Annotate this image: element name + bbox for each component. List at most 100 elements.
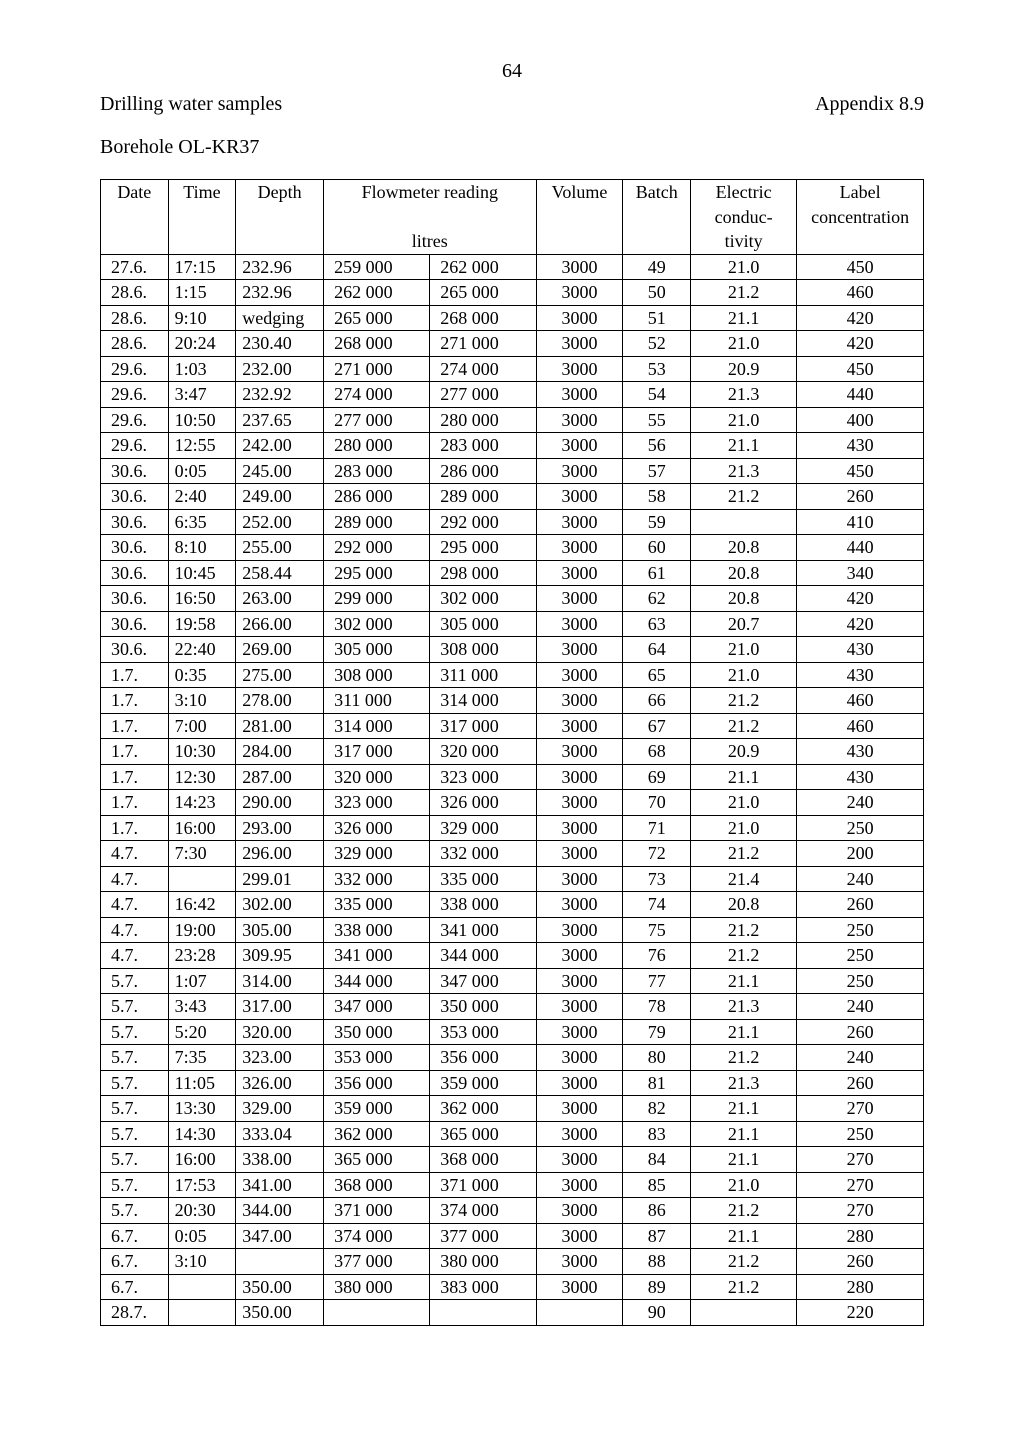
table-cell: 29.6. — [101, 433, 169, 459]
table-cell: 249.00 — [236, 484, 324, 510]
table-cell: 16:50 — [168, 586, 236, 612]
table-row: 1.7.3:10278.00311 000314 00030006621.246… — [101, 688, 924, 714]
table-cell: 309.95 — [236, 943, 324, 969]
table-cell: 280 000 — [324, 433, 430, 459]
table-cell: 53 — [623, 356, 691, 382]
table-cell: 65 — [623, 662, 691, 688]
table-row: 4.7.7:30296.00329 000332 00030007221.220… — [101, 841, 924, 867]
table-cell: 3000 — [536, 1249, 623, 1275]
table-cell: 460 — [797, 280, 924, 306]
table-cell: 450 — [797, 458, 924, 484]
table-cell: 3000 — [536, 433, 623, 459]
table-cell: 77 — [623, 968, 691, 994]
table-cell: 299 000 — [324, 586, 430, 612]
table-cell: 3000 — [536, 254, 623, 280]
table-cell: 430 — [797, 637, 924, 663]
table-cell: 73 — [623, 866, 691, 892]
table-cell: 1.7. — [101, 739, 169, 765]
table-row: 27.6.17:15232.96259 000262 00030004921.0… — [101, 254, 924, 280]
table-cell: 362 000 — [430, 1096, 536, 1122]
table-cell: 344 000 — [430, 943, 536, 969]
table-cell: 1.7. — [101, 790, 169, 816]
table-cell: 277 000 — [430, 382, 536, 408]
table-cell: 21.1 — [691, 433, 797, 459]
table-body: 27.6.17:15232.96259 000262 00030004921.0… — [101, 254, 924, 1325]
table-cell: 377 000 — [430, 1223, 536, 1249]
table-cell: 3:10 — [168, 1249, 236, 1275]
table-cell: 271 000 — [430, 331, 536, 357]
table-cell: 1.7. — [101, 764, 169, 790]
table-cell: 368 000 — [324, 1172, 430, 1198]
table-cell: 60 — [623, 535, 691, 561]
col-batch-header: Batch — [623, 180, 691, 255]
table-cell: 21.3 — [691, 994, 797, 1020]
table-cell: 1.7. — [101, 713, 169, 739]
table-cell: 350.00 — [236, 1300, 324, 1326]
table-cell: 232.96 — [236, 254, 324, 280]
table-cell: 16:00 — [168, 1147, 236, 1173]
table-row: 30.6.8:10255.00292 000295 00030006020.84… — [101, 535, 924, 561]
table-cell: 430 — [797, 739, 924, 765]
table-cell: 344.00 — [236, 1198, 324, 1224]
table-cell: 69 — [623, 764, 691, 790]
table-row: 6.7.3:10377 000380 00030008821.2260 — [101, 1249, 924, 1275]
table-cell: 362 000 — [324, 1121, 430, 1147]
table-cell: 30.6. — [101, 484, 169, 510]
table-cell: 3000 — [536, 866, 623, 892]
table-cell: 87 — [623, 1223, 691, 1249]
table-row: 30.6.16:50263.00299 000302 00030006220.8… — [101, 586, 924, 612]
table-cell: 3000 — [536, 407, 623, 433]
table-cell: 20.8 — [691, 586, 797, 612]
table-cell: 200 — [797, 841, 924, 867]
table-cell: 329 000 — [430, 815, 536, 841]
table-cell: 22:40 — [168, 637, 236, 663]
table-cell: 14:23 — [168, 790, 236, 816]
table-cell: 268 000 — [324, 331, 430, 357]
table-cell: 30.6. — [101, 586, 169, 612]
col-time-header: Time — [168, 180, 236, 255]
table-cell: 410 — [797, 509, 924, 535]
col-date-header: Date — [101, 180, 169, 255]
table-cell: 359 000 — [430, 1070, 536, 1096]
table-row: 5.7.3:43317.00347 000350 00030007821.324… — [101, 994, 924, 1020]
table-cell: 283 000 — [430, 433, 536, 459]
table-cell: 20:24 — [168, 331, 236, 357]
table-cell: 3000 — [536, 688, 623, 714]
table-cell: 347 000 — [430, 968, 536, 994]
table-cell: 232.00 — [236, 356, 324, 382]
table-cell — [168, 866, 236, 892]
table-cell: 21.1 — [691, 1121, 797, 1147]
table-cell: 21.1 — [691, 1147, 797, 1173]
header-row-1: Date Time Depth Flowmeter reading Volume… — [101, 180, 924, 205]
table-cell: 274 000 — [324, 382, 430, 408]
table-cell: 3000 — [536, 815, 623, 841]
table-cell: 63 — [623, 611, 691, 637]
table-cell: 58 — [623, 484, 691, 510]
table-cell: 3000 — [536, 586, 623, 612]
table-cell: 21.2 — [691, 943, 797, 969]
table-cell: 275.00 — [236, 662, 324, 688]
col-depth-header: Depth — [236, 180, 324, 255]
table-cell: 28.6. — [101, 280, 169, 306]
table-cell: 259 000 — [324, 254, 430, 280]
table-cell: 377 000 — [324, 1249, 430, 1275]
table-cell: 80 — [623, 1045, 691, 1071]
table-cell: 277 000 — [324, 407, 430, 433]
table-cell: 21.1 — [691, 1223, 797, 1249]
col-flow-unit: litres — [324, 229, 536, 254]
table-cell: 21.0 — [691, 1172, 797, 1198]
table-cell: 21.1 — [691, 1019, 797, 1045]
table-cell: 52 — [623, 331, 691, 357]
table-row: 30.6.0:05245.00283 000286 00030005721.34… — [101, 458, 924, 484]
table-cell: 302 000 — [324, 611, 430, 637]
table-cell: 250 — [797, 1121, 924, 1147]
table-row: 5.7.7:35323.00353 000356 00030008021.224… — [101, 1045, 924, 1071]
table-cell: 3:10 — [168, 688, 236, 714]
table-cell: 347.00 — [236, 1223, 324, 1249]
table-cell: 280 — [797, 1274, 924, 1300]
table-cell: 265 000 — [324, 305, 430, 331]
table-cell: 16:42 — [168, 892, 236, 918]
table-cell: 271 000 — [324, 356, 430, 382]
table-cell: 347 000 — [324, 994, 430, 1020]
table-cell: 10:30 — [168, 739, 236, 765]
